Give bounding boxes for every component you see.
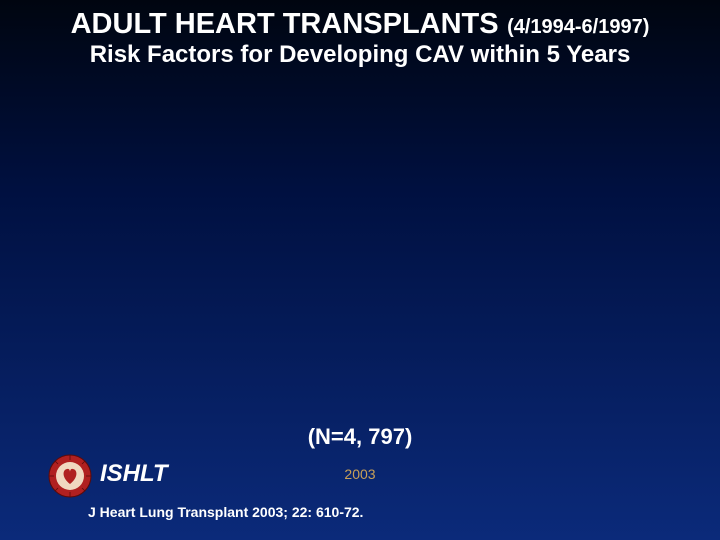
title-row: ADULT HEART TRANSPLANTS (4/1994-6/1997) bbox=[0, 8, 720, 41]
title-block: ADULT HEART TRANSPLANTS (4/1994-6/1997) … bbox=[0, 8, 720, 69]
slide: ADULT HEART TRANSPLANTS (4/1994-6/1997) … bbox=[0, 0, 720, 540]
citation-text: J Heart Lung Transplant 2003; 22: 610-72… bbox=[88, 504, 363, 520]
title-main: ADULT HEART TRANSPLANTS bbox=[71, 8, 499, 40]
year-label: 2003 bbox=[0, 466, 720, 482]
title-subtitle: Risk Factors for Developing CAV within 5… bbox=[0, 41, 720, 69]
sample-size-label: (N=4, 797) bbox=[0, 424, 720, 450]
title-date-range: (4/1994-6/1997) bbox=[507, 16, 649, 38]
